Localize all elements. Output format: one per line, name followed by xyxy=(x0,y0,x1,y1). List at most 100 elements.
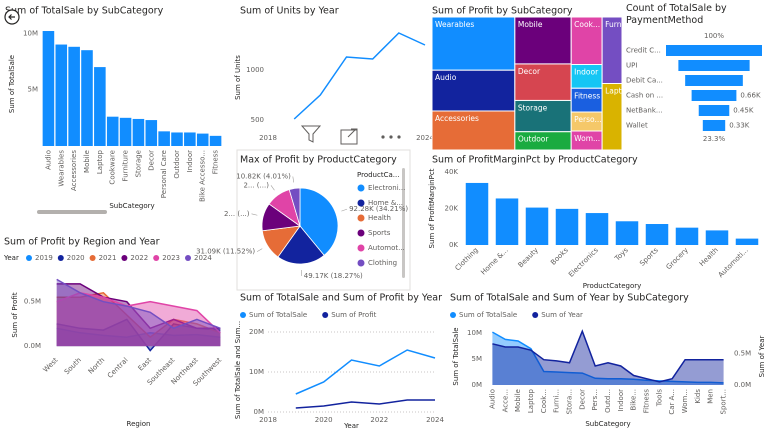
x-tick-label: Wearables xyxy=(57,150,65,187)
x-tick-label: Personal Care xyxy=(160,150,168,198)
y-axis-label: Sum of Profit xyxy=(11,292,19,337)
legend-title: ProductCa... xyxy=(357,171,399,179)
x-tick-label: 2020 xyxy=(315,416,333,424)
bar xyxy=(184,132,196,146)
category-label: Credit C... xyxy=(626,47,661,55)
pie-slice xyxy=(288,187,301,227)
bar xyxy=(555,208,579,245)
legend-label: Home &... xyxy=(368,199,403,207)
line xyxy=(293,32,426,120)
y2-tick-label: 0.5M xyxy=(734,349,751,357)
x-tick-label: 2024 xyxy=(416,134,434,142)
x-tick-label: Audio xyxy=(488,389,496,409)
funnel-bar xyxy=(702,120,726,131)
value-label: 2... (...) xyxy=(243,181,269,189)
value-label: 0.66K xyxy=(740,92,761,100)
legend-marker xyxy=(121,255,128,261)
tile xyxy=(431,110,516,151)
x-tick-label: West xyxy=(42,356,60,374)
x-axis-label: SubCategory xyxy=(585,420,630,428)
x-tick-label: Decor xyxy=(578,389,586,410)
y-tick-label: 0M xyxy=(472,381,483,389)
funnel-bar xyxy=(666,45,762,56)
tile-label: Audio xyxy=(435,73,457,82)
bar xyxy=(106,116,119,146)
x-tick-label: Health xyxy=(698,246,720,268)
x-axis-label: Year xyxy=(343,422,359,430)
x-tick-label: Indoor xyxy=(186,150,194,173)
tile xyxy=(431,69,516,112)
y-tick-label: 0.5M xyxy=(24,298,41,306)
x-tick-label: Mobile xyxy=(83,150,91,173)
x-tick-label: Cookware xyxy=(109,150,117,185)
legend-marker xyxy=(26,255,32,261)
leader-line xyxy=(256,248,263,252)
bar xyxy=(171,132,183,146)
y-tick-label: 0M xyxy=(254,408,265,416)
x-tick-label: Sport... xyxy=(720,389,728,414)
bar xyxy=(68,46,80,146)
value-label: 31.09K (11.52%) xyxy=(196,248,255,256)
line xyxy=(56,278,221,330)
legend-marker xyxy=(240,312,246,318)
back-button[interactable] xyxy=(4,9,20,25)
area-fill xyxy=(56,292,221,347)
tile-label: Decor xyxy=(518,67,541,76)
y2-tick-label: 0.0M xyxy=(734,381,751,389)
x-tick-label: Cook... xyxy=(540,389,548,413)
tile-label: Storage xyxy=(518,103,548,112)
x-tick-label: Audio xyxy=(44,150,52,170)
x-tick-label: Fitness xyxy=(643,389,651,414)
x-tick-label: 2022 xyxy=(370,416,388,424)
y-axis-label: Sum of TotalSale and Sum... xyxy=(234,321,242,419)
legend-label: Sum of Year xyxy=(541,311,583,319)
line xyxy=(56,283,221,330)
value-label: 2... (...) xyxy=(224,210,250,218)
x-tick-label: North xyxy=(87,356,107,376)
legend-marker xyxy=(357,229,365,237)
bar xyxy=(645,224,669,245)
funnel-bar xyxy=(691,90,737,101)
more-options-icon[interactable] xyxy=(381,135,401,139)
x-tick-label: Accessories xyxy=(70,150,78,191)
first-label: 100% xyxy=(704,32,724,40)
focus-mode-icon[interactable] xyxy=(340,128,358,145)
x-tick-label: South xyxy=(63,356,83,376)
chart-title: Sum of TotalSale and Sum of Profit by Ye… xyxy=(240,293,442,304)
x-tick-label: Laptop xyxy=(527,388,535,413)
bar xyxy=(119,117,132,146)
category-label: NetBank... xyxy=(626,107,663,115)
chart-title: Sum of Units by Year xyxy=(240,6,339,17)
area-fill xyxy=(492,331,724,385)
x-tick-label: East xyxy=(137,356,154,373)
legend-label: 2023 xyxy=(162,254,180,262)
tile-label: Outdoor xyxy=(518,135,550,144)
legend-label: 2019 xyxy=(35,254,53,262)
tile-label: Indoor xyxy=(574,68,599,77)
x-tick-label: Men xyxy=(707,389,715,404)
line xyxy=(492,331,724,384)
chart-title: Sum of TotalSale by SubCategory xyxy=(5,6,164,17)
x-tick-label: Fitness xyxy=(212,150,220,175)
filter-icon[interactable] xyxy=(300,125,322,143)
x-tick-label: Kids xyxy=(694,389,702,404)
bar xyxy=(525,207,549,245)
x-tick-label: Automoti... xyxy=(717,246,750,279)
y-tick-label: 20M xyxy=(249,328,264,336)
area-fill xyxy=(56,292,221,347)
leader-line xyxy=(270,185,275,191)
x-tick-label: Furni... xyxy=(553,389,561,413)
scrollbar[interactable] xyxy=(37,210,107,214)
x-tick-label: Wom... xyxy=(681,389,689,413)
y-tick-label: 10M xyxy=(467,329,482,337)
legend-label: Automot... xyxy=(368,244,405,252)
legend-scrollbar[interactable] xyxy=(402,168,405,278)
x-tick-label: Acce... xyxy=(501,389,509,412)
tile-label: Accessories xyxy=(435,114,479,123)
legend-label: Sports xyxy=(368,229,391,237)
tile xyxy=(514,63,572,101)
x-tick-label: Mobile xyxy=(514,389,522,412)
visual-header-icons xyxy=(4,9,401,145)
x-tick-label: Electronics xyxy=(567,246,600,279)
x-tick-label: Toys xyxy=(613,246,630,263)
